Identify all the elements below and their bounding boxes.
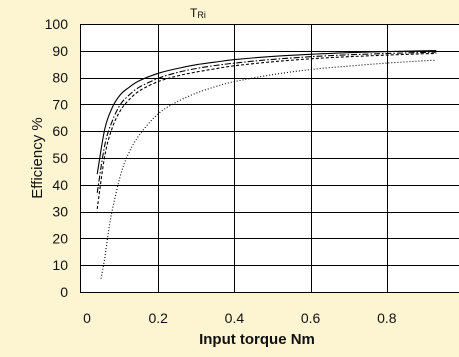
x-tick-label: 0: [83, 310, 91, 326]
y-tick-label: 30: [52, 204, 68, 220]
x-tick-label: 0.4: [225, 310, 245, 326]
x-tick-label: 0.2: [148, 310, 168, 326]
chart-title-sub: Ri: [197, 10, 206, 20]
y-tick-label: 60: [52, 123, 68, 139]
y-tick-label: 70: [52, 96, 68, 112]
y-tick-label: 50: [52, 150, 68, 166]
y-tick-label: 0: [60, 284, 68, 300]
y-tick-label: 90: [52, 43, 68, 59]
y-tick-label: 20: [52, 230, 68, 246]
chart-title: TRi: [190, 6, 206, 20]
y-tick-label: 10: [52, 257, 68, 273]
y-tick-label: 80: [52, 70, 68, 86]
x-axis-label: Input torque Nm: [199, 331, 315, 348]
x-tick-label: 0.6: [301, 310, 321, 326]
y-tick-label: 40: [52, 177, 68, 193]
x-tick-label: 0.8: [377, 310, 397, 326]
y-axis-label: Efficiency %: [29, 117, 46, 198]
y-tick-label: 100: [45, 16, 69, 32]
